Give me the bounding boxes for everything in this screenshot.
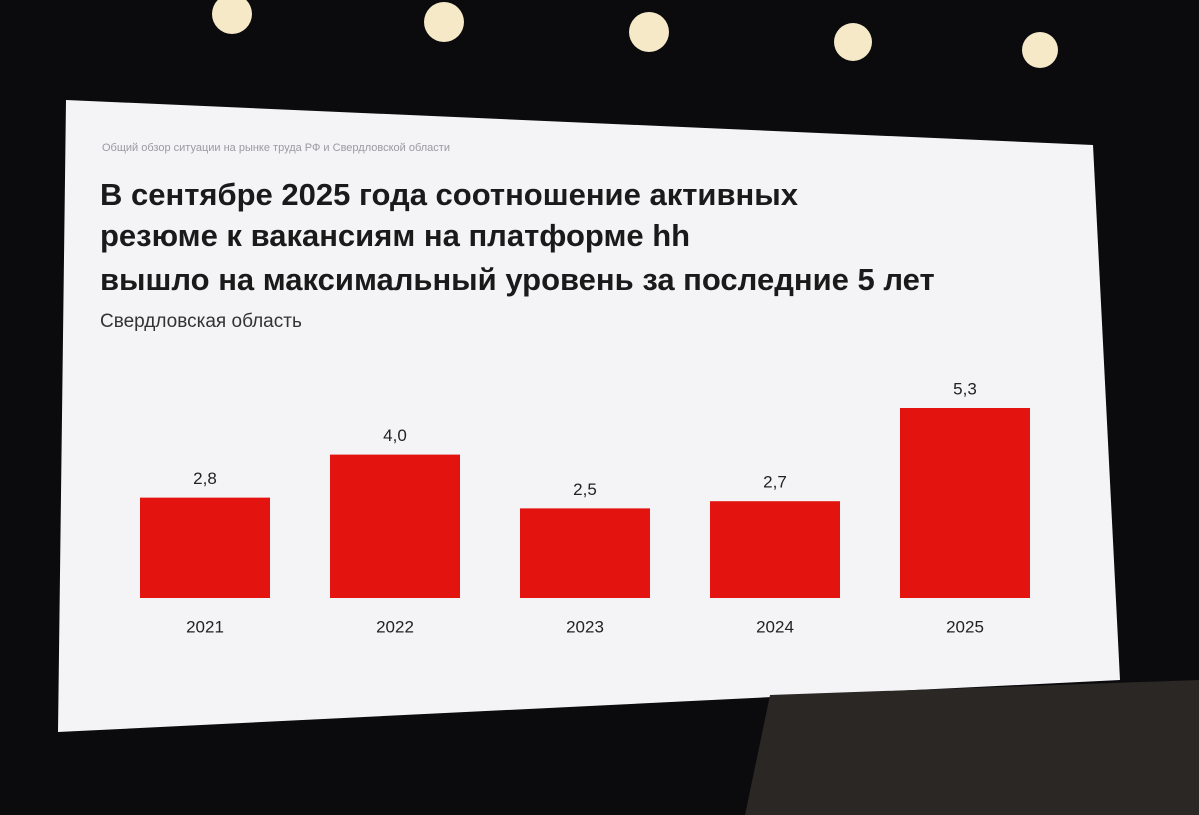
data-label: 4,0	[383, 426, 407, 445]
x-tick-label: 2024	[756, 617, 794, 636]
bar	[900, 408, 1030, 598]
chart-title: В сентябре 2025 года соотношение активны…	[100, 177, 799, 212]
chart-title: вышло на максимальный уровень за последн…	[100, 262, 935, 297]
chart-title: резюме к вакансиям на платформе hh	[100, 218, 690, 253]
slide-header: Общий обзор ситуации на рынке труда РФ и…	[102, 142, 450, 154]
data-label: 2,8	[193, 469, 217, 488]
x-tick-label: 2022	[376, 617, 414, 636]
bar	[520, 508, 650, 598]
x-tick-label: 2021	[186, 617, 224, 636]
stage-light	[629, 12, 669, 52]
stage-light	[834, 23, 872, 61]
data-label: 2,5	[573, 480, 597, 499]
stage-light	[424, 2, 464, 42]
bar	[140, 497, 270, 598]
x-tick-label: 2023	[566, 617, 604, 636]
slide	[58, 100, 1120, 732]
stage-light	[1022, 32, 1058, 68]
data-label: 5,3	[953, 379, 977, 398]
bar	[330, 454, 460, 598]
chart-subtitle: Свердловская область	[100, 311, 302, 332]
stage-light	[212, 0, 252, 34]
foreground-object	[745, 680, 1199, 815]
x-tick-label: 2025	[946, 617, 984, 636]
bar	[710, 501, 840, 598]
data-label: 2,7	[763, 473, 787, 492]
